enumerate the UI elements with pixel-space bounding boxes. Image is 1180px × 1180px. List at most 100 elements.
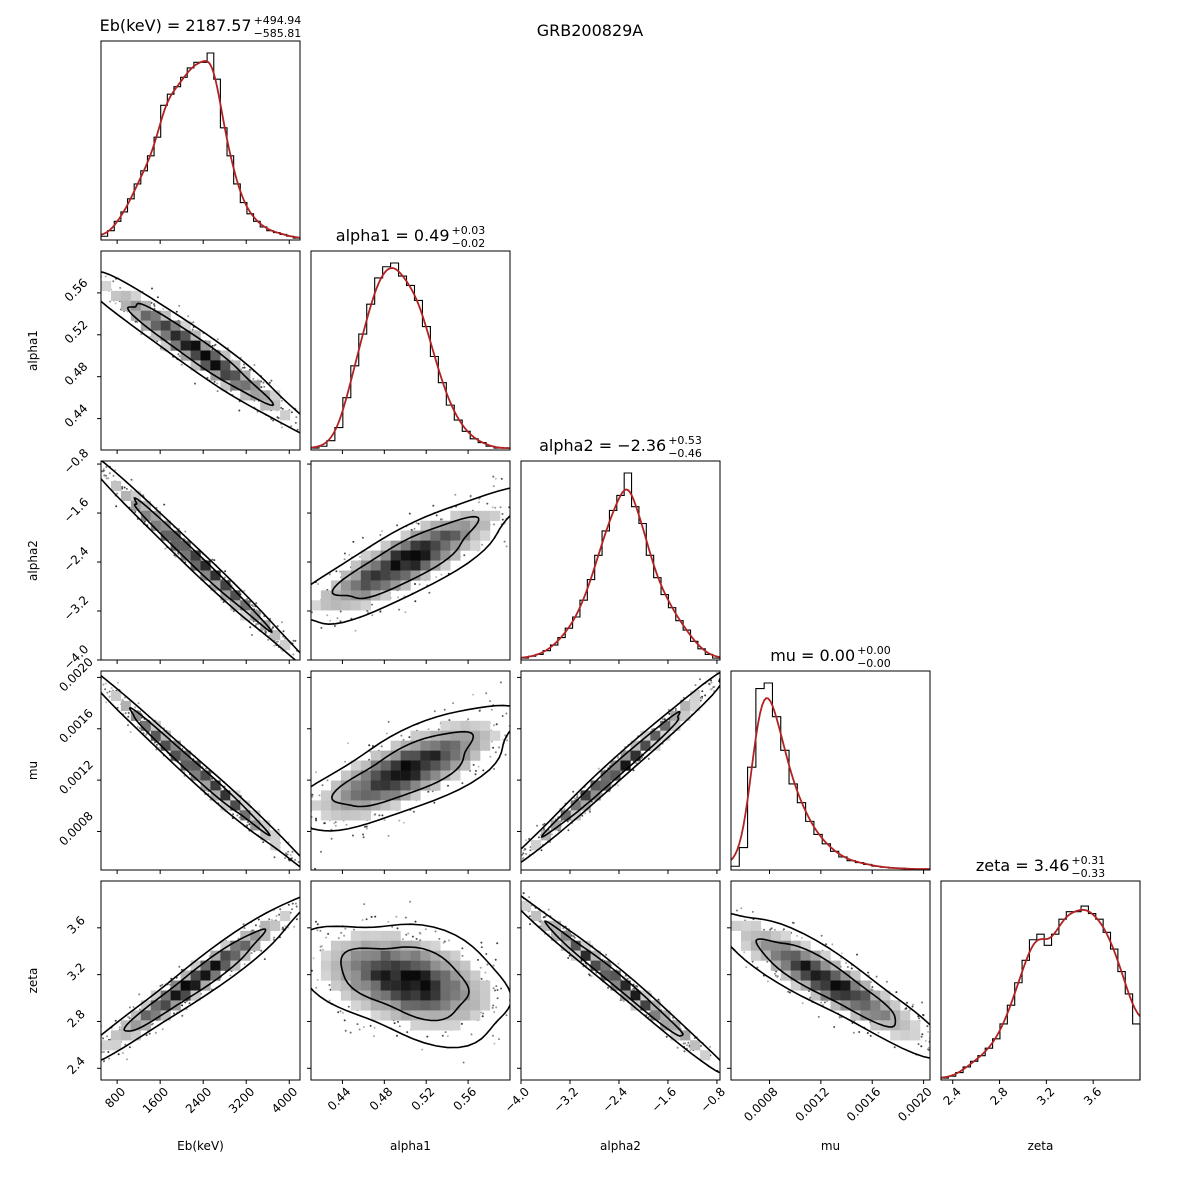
scatter-point: [339, 610, 342, 613]
density-bin: [410, 560, 421, 571]
scatter-point: [498, 746, 501, 749]
scatter-point: [500, 987, 503, 990]
scatter-point: [255, 602, 258, 605]
density-bin: [360, 780, 371, 791]
scatter-point: [243, 589, 246, 592]
scatter-point: [661, 718, 664, 721]
scatter-point: [402, 821, 405, 824]
density-bin: [390, 1010, 401, 1021]
scatter-point: [486, 963, 489, 966]
density-bin: [370, 770, 381, 781]
scatter-point: [494, 477, 497, 480]
scatter-point: [411, 935, 414, 938]
panel-frame: [100, 250, 301, 451]
scatter-point: [151, 1022, 154, 1025]
scatter-point: [528, 896, 531, 899]
scatter-point: [156, 296, 159, 299]
density-bin: [350, 580, 361, 591]
scatter-point: [286, 821, 288, 823]
density-bin: [450, 950, 461, 961]
scatter-point: [96, 1051, 98, 1053]
density-bin: [430, 950, 441, 961]
scatter-point: [647, 757, 650, 760]
scatter-point: [354, 629, 357, 632]
scatter-point: [181, 1014, 184, 1017]
scatter-point: [421, 1048, 424, 1051]
scatter-point: [116, 706, 119, 709]
scatter-point: [276, 416, 279, 419]
scatter-point: [105, 466, 108, 469]
density-bin: [200, 360, 211, 371]
scatter-point: [401, 938, 404, 941]
density-bin: [370, 1000, 381, 1011]
scatter-point: [758, 640, 760, 642]
scatter-point: [499, 506, 502, 509]
scatter-point: [368, 758, 371, 761]
scatter-point: [309, 401, 311, 403]
scatter-point: [410, 529, 413, 531]
density-bin: [280, 640, 291, 651]
scatter-point: [294, 858, 296, 861]
scatter-point: [339, 1010, 342, 1013]
scatter-point: [65, 1060, 67, 1062]
scatter-point: [414, 600, 417, 603]
density-bin: [470, 510, 481, 521]
scatter-point: [529, 846, 532, 849]
scatter-point: [311, 793, 314, 796]
scatter-point: [550, 745, 552, 747]
density-bin: [190, 550, 201, 561]
density-bin: [200, 980, 211, 991]
scatter-point: [572, 790, 575, 793]
density-bin: [260, 400, 271, 411]
scatter-point: [353, 928, 355, 931]
density-bin: [680, 700, 691, 712]
density-bin: [370, 980, 381, 991]
density-bin: [410, 940, 421, 951]
scatter-point: [480, 946, 483, 949]
scatter-point: [567, 829, 570, 832]
scatter-point: [501, 715, 504, 717]
scatter-point: [248, 665, 250, 667]
scatter-point: [245, 598, 248, 601]
density-bin: [190, 350, 201, 361]
scatter-point: [545, 703, 547, 705]
scatter-point: [31, 245, 33, 247]
scatter-point: [317, 583, 320, 585]
density-bin: [370, 970, 381, 981]
contour-inner: [127, 302, 275, 407]
scatter-point: [437, 728, 440, 731]
scatter-point: [275, 915, 278, 917]
scatter-point: [323, 435, 325, 437]
scatter-point: [83, 1075, 85, 1077]
scatter-point: [576, 795, 579, 798]
density-bin: [480, 510, 491, 521]
scatter-point: [528, 915, 531, 918]
density-bin: [380, 560, 391, 571]
density-bin: [340, 800, 352, 811]
density-bin: [450, 550, 461, 561]
density-bin: [430, 970, 441, 981]
scatter-point: [499, 882, 501, 884]
density-bin: [340, 960, 352, 971]
scatter-point: [588, 810, 591, 813]
scatter-point: [543, 683, 545, 685]
density-bin: [120, 290, 132, 301]
scatter-point: [132, 1006, 135, 1008]
density-bin: [410, 990, 421, 1001]
density-bin: [420, 1020, 431, 1031]
density-bin: [260, 930, 271, 941]
scatter-point: [729, 1069, 731, 1071]
scatter-point: [636, 985, 639, 988]
density-bin: [440, 530, 451, 541]
scatter-point: [107, 477, 110, 480]
density-bin: [350, 780, 361, 791]
density-bin: [531, 840, 542, 851]
density-bin: [680, 710, 691, 721]
density-bin: [330, 960, 342, 971]
scatter-point: [129, 731, 132, 734]
density-bin: [320, 810, 332, 821]
scatter-point: [276, 625, 279, 627]
density-bin: [150, 730, 161, 741]
density-bin: [330, 950, 342, 961]
scatter-point: [134, 320, 137, 323]
